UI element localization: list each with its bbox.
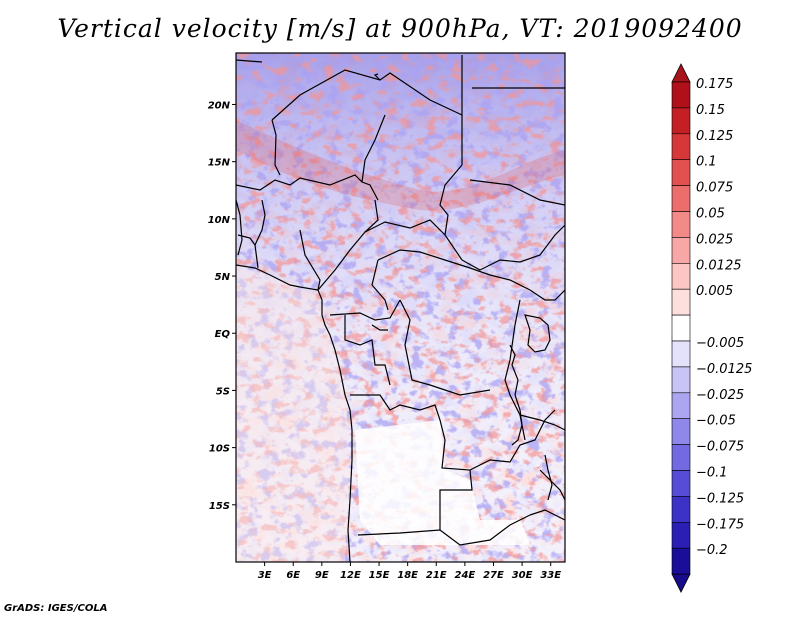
colorbar-label: 0.15 bbox=[696, 103, 725, 118]
lat-tick-label: 15S bbox=[209, 501, 230, 512]
footer-credit: GrADS: IGES/COLA bbox=[4, 603, 108, 614]
colorbar-label: 0.025 bbox=[696, 232, 733, 247]
colorbar-label: −0.005 bbox=[696, 336, 744, 351]
colorbar-swatch bbox=[671, 366, 691, 394]
lat-tick-label: EQ bbox=[215, 329, 231, 340]
lon-tick-label: 30E bbox=[512, 570, 533, 581]
velocity-field bbox=[236, 53, 565, 562]
colorbar-swatch bbox=[671, 340, 691, 368]
colorbar-label: 0.175 bbox=[696, 77, 733, 92]
lon-tick-label: 24E bbox=[454, 570, 475, 581]
colorbar-swatch bbox=[671, 159, 691, 186]
lat-tick-label: 10S bbox=[209, 444, 230, 455]
colorbar-label: 0.125 bbox=[696, 129, 733, 144]
lat-tick-label: 10N bbox=[208, 215, 231, 226]
colorbar-label: −0.125 bbox=[696, 491, 744, 506]
lon-tick-label: 15E bbox=[369, 570, 390, 581]
colorbar-swatch bbox=[671, 314, 691, 342]
colorbar-swatch bbox=[671, 496, 691, 523]
colorbar-label: −0.175 bbox=[696, 517, 744, 532]
chart-title: Vertical velocity [m/s] at 900hPa, VT: 2… bbox=[57, 14, 743, 43]
lat-tick-label: 15N bbox=[208, 158, 231, 169]
colorbar-swatch bbox=[671, 392, 691, 419]
colorbar-swatch bbox=[671, 211, 691, 238]
lat-tick-label: 5N bbox=[215, 272, 231, 283]
colorbar-swatch bbox=[671, 288, 691, 316]
country-borders bbox=[236, 55, 565, 562]
colorbar-label: −0.05 bbox=[696, 414, 736, 429]
colorbar-label: −0.2 bbox=[696, 543, 728, 558]
lon-tick-label: 12E bbox=[340, 570, 361, 581]
lon-tick-label: 21E bbox=[426, 570, 447, 581]
lon-tick-label: 18E bbox=[397, 570, 418, 581]
colorbar-label: 0.005 bbox=[696, 284, 733, 299]
colorbar-swatch bbox=[671, 444, 691, 471]
longitude-axis: 3E 6E 9E 12E 15E 18E 21E 24E 27E 30E 33E bbox=[258, 562, 561, 581]
colorbar-label: 0.05 bbox=[696, 207, 725, 222]
colorbar-swatch bbox=[671, 185, 691, 212]
lon-tick-label: 9E bbox=[315, 570, 329, 581]
colorbar-top-arrow bbox=[671, 63, 691, 83]
colorbar-label: −0.1 bbox=[696, 466, 728, 481]
colorbar-label: −0.025 bbox=[696, 388, 744, 403]
lat-tick-label: 5S bbox=[216, 386, 230, 397]
colorbar-swatch bbox=[671, 547, 691, 575]
lon-tick-label: 33E bbox=[540, 570, 561, 581]
colorbar-bottom-arrow bbox=[671, 573, 691, 593]
colorbar-swatch bbox=[671, 133, 691, 161]
lon-tick-label: 27E bbox=[483, 570, 504, 581]
colorbar: 0.175 0.15 0.125 0.1 0.075 0.05 0.025 0.0125 0.0… bbox=[671, 63, 752, 593]
colorbar-label: 0.075 bbox=[696, 181, 733, 196]
lat-tick-label: 20N bbox=[208, 100, 231, 111]
map-frame bbox=[235, 52, 566, 563]
colorbar-swatch bbox=[671, 81, 691, 109]
colorbar-swatch bbox=[671, 262, 691, 290]
colorbar-swatch bbox=[671, 418, 691, 445]
colorbar-swatch bbox=[671, 470, 691, 497]
colorbar-label: −0.0125 bbox=[696, 362, 752, 377]
colorbar-swatch bbox=[671, 237, 691, 264]
colorbar-label: 0.0125 bbox=[696, 258, 742, 273]
lon-tick-label: 3E bbox=[258, 570, 272, 581]
colorbar-swatch bbox=[671, 107, 691, 135]
colorbar-swatch bbox=[671, 521, 691, 549]
latitude-axis: 20N 15N 10N 5N EQ 5S 10S 15S bbox=[208, 100, 236, 512]
lon-tick-label: 6E bbox=[286, 570, 300, 581]
colorbar-label: −0.075 bbox=[696, 440, 744, 455]
colorbar-label: 0.1 bbox=[696, 155, 717, 170]
